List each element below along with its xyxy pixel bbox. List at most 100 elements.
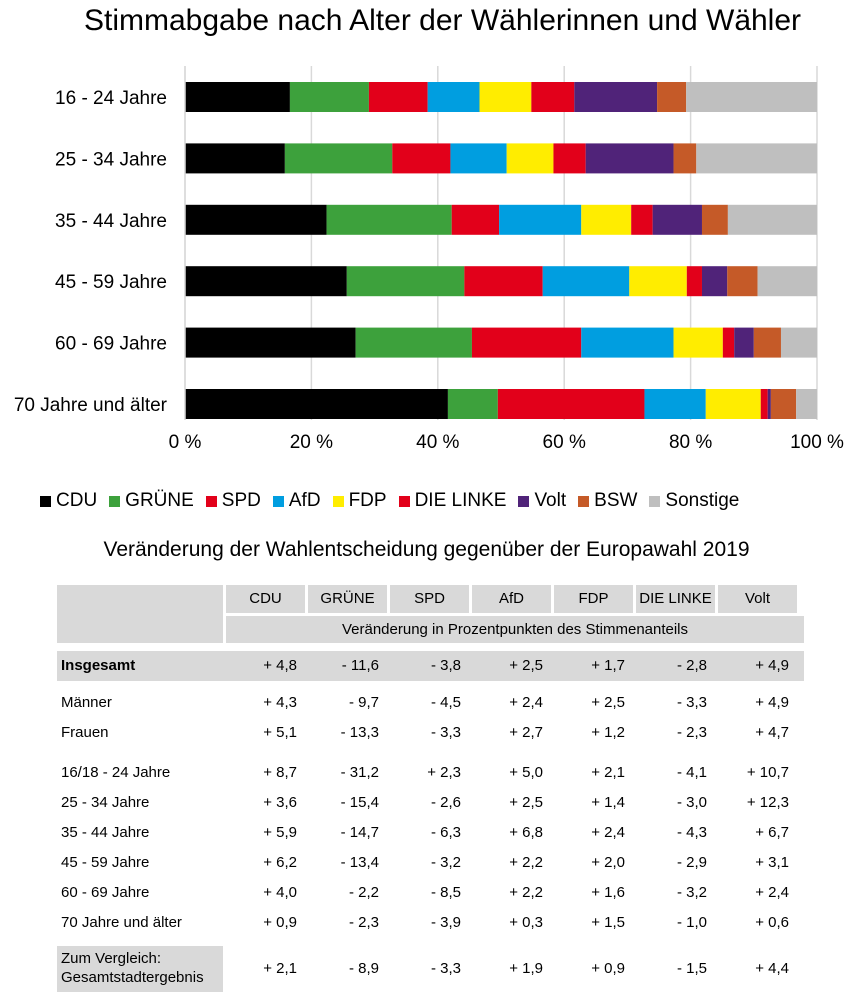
bar-segment-grüne [346, 266, 465, 297]
table-cell: + 2,1 [263, 960, 297, 977]
table-cell: - 31,2 [340, 764, 379, 781]
bar-segment-cdu [185, 204, 327, 235]
bar-segment-afd [644, 389, 706, 419]
table-cell: + 3,1 [755, 854, 789, 871]
category-label: 35 - 44 Jahre [55, 211, 167, 232]
legend-swatch [578, 495, 590, 507]
table-cell: - 3,3 [676, 694, 707, 711]
legend-swatch [109, 495, 121, 507]
bar-segment-sonstige [727, 204, 817, 235]
table-cell: + 2,4 [509, 694, 543, 711]
bar-segment-die-linke [553, 143, 586, 174]
table-cell: + 0,3 [509, 914, 543, 931]
bar-segment-grüne [355, 327, 472, 358]
table-cell: + 4,0 [263, 884, 297, 901]
legend-item: Volt [518, 490, 566, 512]
legend-label: Volt [534, 490, 567, 511]
bar-segment-grüne [284, 143, 393, 174]
bar-segment-spd [464, 266, 543, 297]
table-cell: - 3,3 [430, 724, 461, 741]
table-cell: - 4,3 [676, 824, 707, 841]
bar-segment-volt [652, 204, 702, 235]
bar-segment-die-linke [760, 389, 768, 419]
table-cell: - 2,9 [676, 854, 707, 871]
table-cell: - 15,4 [340, 794, 379, 811]
category-label: 45 - 59 Jahre [55, 272, 167, 293]
table-cell: - 4,5 [430, 694, 461, 711]
table-cell: - 1,0 [676, 914, 707, 931]
table-cell: + 1,6 [591, 884, 625, 901]
legend-swatch [649, 495, 661, 507]
legend-label: CDU [56, 490, 98, 511]
bar-segment-spd [471, 327, 582, 358]
legend-swatch [40, 495, 51, 507]
legend-item: DIE LINKE [398, 490, 507, 512]
table-cell: - 1,5 [676, 960, 707, 977]
column-header: SPD [390, 585, 469, 613]
table-cell: - 2,6 [430, 794, 461, 811]
column-header: GRÜNE [308, 585, 387, 613]
bar-segment-volt [734, 327, 754, 358]
legend-label: BSW [594, 490, 638, 511]
table-cell: + 1,2 [591, 724, 625, 741]
legend-swatch [332, 495, 344, 507]
bar-segment-grüne [289, 82, 369, 112]
table-cell: + 4,7 [755, 724, 789, 741]
bar-segment-volt [767, 389, 771, 419]
bar-segment-afd [581, 327, 674, 358]
bar-segment-cdu [185, 266, 347, 297]
table-cell: + 6,7 [755, 824, 789, 841]
legend-swatch [205, 495, 217, 507]
legend-swatch [398, 495, 410, 507]
bar-segment-fdp [705, 389, 761, 419]
table-cell: - 6,3 [430, 824, 461, 841]
column-header: DIE LINKE [636, 585, 715, 613]
x-tick-label: 20 % [290, 432, 333, 453]
category-label: 70 Jahre und älter [14, 395, 168, 416]
table-cell: - 13,3 [340, 724, 379, 741]
table-cell: - 2,2 [348, 884, 379, 901]
table-cell: - 2,3 [348, 914, 379, 931]
table-cell: - 3,0 [676, 794, 707, 811]
table-cell: + 6,2 [263, 854, 297, 871]
legend-item: BSW [578, 490, 637, 512]
row-label: 16/18 - 24 Jahre [61, 764, 171, 781]
bar-segment-die-linke [631, 204, 653, 235]
table-cell: + 0,9 [591, 960, 625, 977]
table-row: 16/18 - 24 Jahre + 8,7 - 31,2 + 2,3 + 5,0 + 2… [57, 758, 817, 788]
legend-label: Sonstige [665, 490, 740, 511]
bar-segment-bsw [770, 389, 797, 419]
table-cell: + 2,4 [591, 824, 625, 841]
table-cell: + 5,0 [509, 764, 543, 781]
table-cell: + 5,9 [263, 824, 297, 841]
table-cell: + 0,9 [263, 914, 297, 931]
table-row-total: Insgesamt + 4,8 - 11,6 - 3,8 + 2,5 + 1,7 - 2,8… [57, 651, 804, 681]
table-cell: + 2,5 [509, 794, 543, 811]
table-row: Frauen + 5,1 - 13,3 - 3,3 + 2,7 + 1,2 - 2,3 + 4… [57, 718, 817, 748]
bar-segment-bsw [727, 266, 758, 297]
table-cell: + 12,3 [746, 794, 789, 811]
bar-segment-sonstige [757, 266, 817, 297]
legend-item: AfD [272, 490, 321, 512]
bar-segment-sonstige [780, 327, 817, 358]
bar-segment-die-linke [686, 266, 702, 297]
table-cell: - 11,6 [341, 657, 379, 674]
bar-segment-fdp [479, 82, 532, 112]
table-cell: - 3,8 [430, 657, 461, 674]
bar-segment-cdu [185, 143, 285, 174]
table-cell: + 2,2 [509, 854, 543, 871]
legend-item: FDP [332, 490, 387, 512]
row-label: Insgesamt [61, 657, 136, 674]
table-cell: - 3,2 [430, 854, 461, 871]
table-cell: + 2,5 [591, 694, 625, 711]
table-row: 70 Jahre und älter + 0,9 - 2,3 - 3,9 + 0,3 + … [57, 908, 817, 938]
table-cell: + 0,6 [755, 914, 789, 931]
legend-label: DIE LINKE [414, 490, 507, 511]
bar-segment-grüne [326, 204, 452, 235]
comparison-label-line2: Gesamtstadtergebnis [61, 969, 204, 986]
table-row: 35 - 44 Jahre + 5,9 - 14,7 - 6,3 + 6,8 + 2,4 -… [57, 818, 817, 848]
table-cell: + 1,5 [591, 914, 625, 931]
bar-segment-grüne [447, 389, 498, 419]
table-cell: + 4,9 [755, 657, 789, 674]
table-cell: + 1,7 [591, 657, 625, 674]
